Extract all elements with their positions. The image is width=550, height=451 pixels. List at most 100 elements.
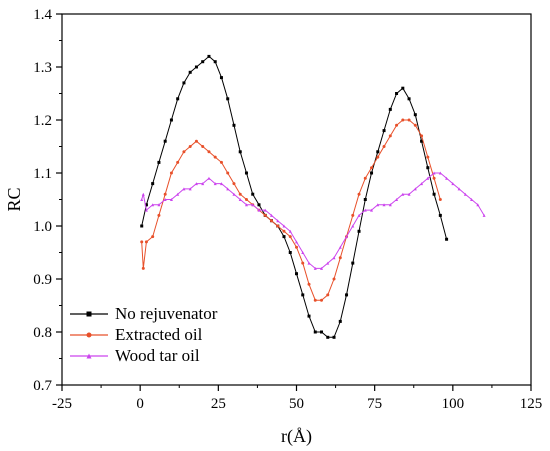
- data-point: [288, 251, 292, 254]
- data-point: [257, 208, 261, 212]
- data-point: [407, 97, 411, 101]
- data-point: [338, 319, 342, 323]
- data-point: [376, 155, 380, 159]
- data-point: [401, 118, 405, 122]
- data-point: [338, 256, 342, 260]
- data-point: [141, 266, 145, 270]
- data-point: [332, 256, 336, 260]
- y-tick-label: 0.7: [33, 378, 52, 394]
- series-1: [140, 54, 449, 339]
- data-point: [413, 187, 417, 191]
- data-point: [388, 107, 392, 111]
- data-point: [144, 203, 148, 207]
- data-point: [351, 261, 355, 265]
- data-point: [188, 70, 192, 74]
- data-point: [382, 203, 386, 207]
- data-point: [238, 150, 242, 154]
- data-point: [86, 353, 92, 359]
- data-point: [295, 240, 298, 244]
- y-tick-label: 1.2: [33, 113, 52, 129]
- data-point: [420, 182, 424, 186]
- y-tick-label: 1.0: [33, 219, 52, 235]
- data-point: [370, 208, 374, 212]
- data-point: [194, 65, 198, 69]
- data-point: [144, 208, 148, 212]
- data-point: [282, 229, 286, 233]
- data-point: [326, 261, 330, 265]
- data-point: [357, 229, 361, 233]
- data-point: [376, 203, 380, 207]
- data-point: [307, 314, 311, 318]
- data-point: [320, 298, 324, 302]
- data-point: [388, 134, 392, 138]
- data-point: [438, 213, 442, 217]
- data-point: [213, 60, 217, 64]
- data-point: [463, 192, 467, 196]
- y-tick-label: 1.4: [33, 7, 52, 23]
- data-point: [407, 192, 411, 196]
- data-point: [351, 213, 355, 217]
- data-point: [226, 171, 230, 175]
- data-point: [301, 261, 305, 265]
- data-point: [157, 203, 161, 207]
- data-point: [207, 176, 211, 180]
- data-point: [188, 145, 192, 148]
- data-point: [276, 224, 280, 228]
- data-point: [232, 123, 236, 127]
- data-point: [426, 166, 430, 170]
- data-point: [182, 187, 186, 191]
- data-point: [307, 282, 311, 286]
- data-point: [451, 182, 455, 186]
- data-point: [376, 150, 380, 154]
- data-point: [426, 155, 430, 159]
- data-point: [169, 118, 173, 122]
- y-tick-label: 1.1: [33, 166, 52, 182]
- data-point: [438, 198, 442, 201]
- data-point: [363, 208, 367, 212]
- data-point: [151, 203, 155, 207]
- data-point: [326, 335, 330, 339]
- data-point: [151, 235, 155, 239]
- y-axis-title: RC: [4, 187, 24, 211]
- data-point: [86, 311, 92, 317]
- data-point: [226, 97, 230, 101]
- series-2: [140, 118, 442, 302]
- data-point: [157, 213, 161, 217]
- data-point: [232, 192, 236, 196]
- data-point: [363, 176, 367, 180]
- data-point: [238, 198, 242, 201]
- data-point: [445, 176, 449, 180]
- data-point: [320, 330, 324, 334]
- data-point: [332, 277, 336, 281]
- data-point: [257, 203, 261, 207]
- data-point: [201, 182, 205, 186]
- data-point: [432, 171, 436, 175]
- data-point: [388, 203, 392, 207]
- data-point: [407, 118, 411, 122]
- data-point: [313, 298, 317, 302]
- data-point: [144, 240, 148, 244]
- data-point: [219, 76, 223, 80]
- data-point: [182, 150, 186, 154]
- data-point: [438, 171, 442, 175]
- legend-label: Wood tar oil: [115, 346, 200, 365]
- x-tick-label: 0: [136, 396, 144, 412]
- data-point: [232, 182, 236, 186]
- data-point: [482, 213, 486, 217]
- data-point: [263, 208, 267, 212]
- data-point: [345, 293, 349, 297]
- data-point: [282, 235, 286, 239]
- series-layer: [140, 54, 486, 339]
- x-tick-label: -25: [52, 396, 72, 412]
- data-point: [301, 251, 305, 254]
- data-point: [338, 245, 342, 249]
- data-point: [426, 176, 430, 180]
- data-point: [382, 145, 386, 148]
- data-point: [295, 272, 298, 276]
- series-line: [141, 119, 441, 301]
- data-point: [251, 203, 255, 207]
- data-point: [269, 213, 273, 217]
- data-point: [244, 203, 248, 207]
- x-tick-label: 75: [367, 396, 382, 412]
